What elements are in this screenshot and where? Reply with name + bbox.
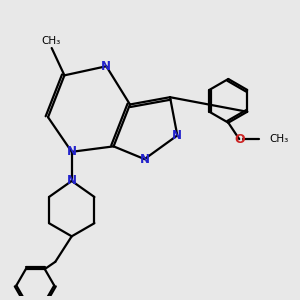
- Text: N: N: [172, 129, 182, 142]
- Text: N: N: [101, 60, 111, 73]
- Text: N: N: [67, 175, 77, 188]
- Text: N: N: [140, 153, 149, 166]
- Text: N: N: [67, 145, 77, 158]
- Text: CH₃: CH₃: [41, 37, 61, 46]
- Text: CH₃: CH₃: [269, 134, 289, 144]
- Text: O: O: [234, 133, 244, 146]
